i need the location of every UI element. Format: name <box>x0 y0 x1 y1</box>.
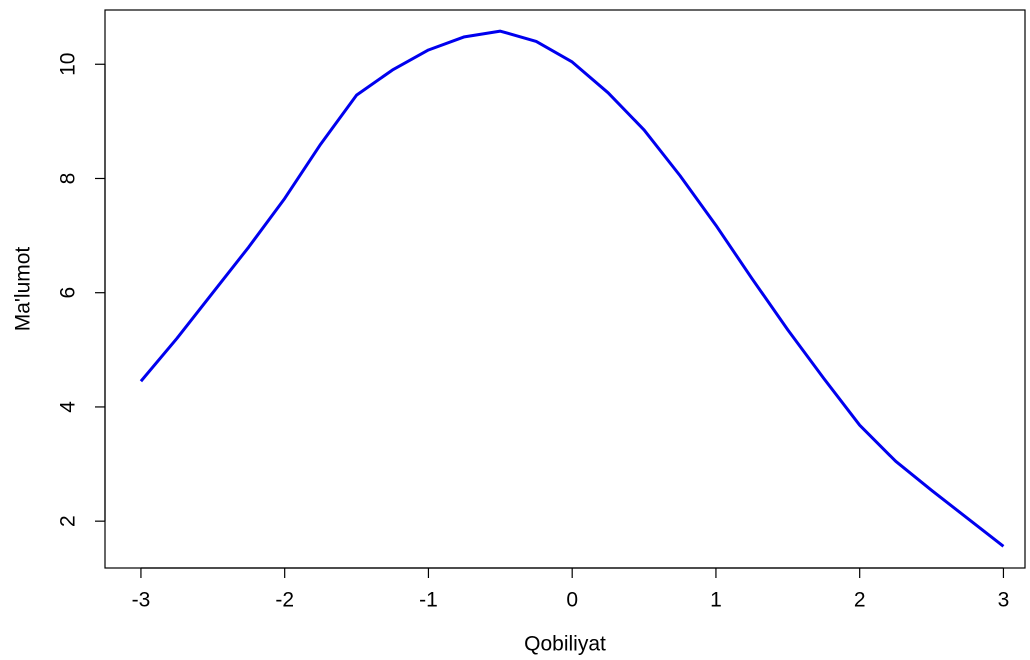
y-tick-label: 2 <box>57 515 80 527</box>
x-tick-label: 0 <box>566 589 578 612</box>
y-axis-label: Ma'lumot <box>12 247 35 332</box>
x-tick-label: -3 <box>132 589 151 612</box>
y-tick-label: 8 <box>57 173 80 185</box>
x-tick-label: -1 <box>419 589 438 612</box>
x-tick-label: 1 <box>710 589 722 612</box>
x-tick-label: 2 <box>854 589 866 612</box>
x-tick-label: -2 <box>275 589 294 612</box>
y-tick-label: 10 <box>57 53 80 76</box>
plot-box <box>104 9 1026 569</box>
x-axis-label: Qobiliyat <box>524 633 606 656</box>
data-line <box>139 29 1005 548</box>
y-tick-label: 6 <box>57 287 80 299</box>
x-tick-label: 3 <box>998 589 1010 612</box>
y-tick-label: 4 <box>57 401 80 413</box>
